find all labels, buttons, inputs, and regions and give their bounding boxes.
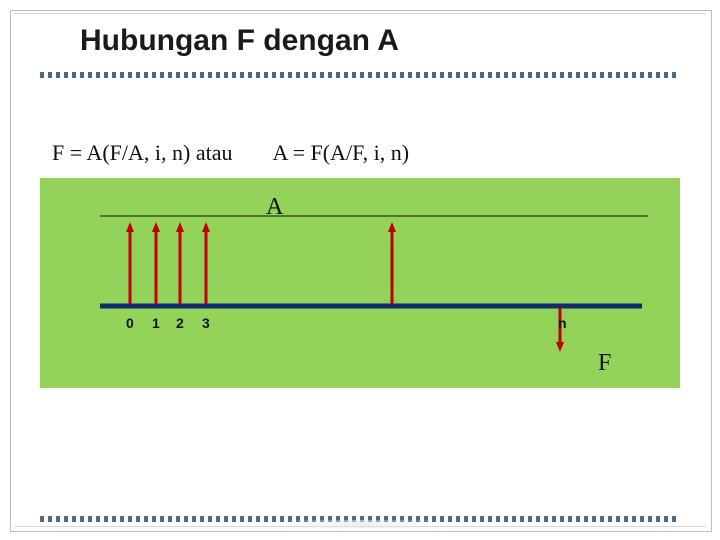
slide: Hubungan F dengan A F = A(F/A, i, n) ata… [0, 0, 720, 540]
formula-row: F = A(F/A, i, n) atau A = F(A/F, i, n) [52, 140, 409, 166]
frame-stripe-top [14, 13, 706, 14]
formula-right: A = F(A/F, i, n) [272, 140, 409, 166]
A-label: A [266, 194, 284, 220]
footer-embellish [280, 520, 440, 528]
tick-label: 0 [126, 315, 134, 331]
tick-label: 3 [202, 315, 210, 331]
tick-row-top [40, 72, 680, 78]
tick-label: n [558, 315, 567, 331]
F-label: F [598, 350, 611, 376]
diagram-background [40, 178, 680, 388]
diagram-container: A 0 12 3 n F [40, 178, 680, 388]
page-title: Hubungan F dengan A [80, 24, 399, 58]
tick-label: 2 [176, 315, 184, 331]
cashflow-diagram: A 0 12 3 n F [40, 178, 680, 388]
tick-label: 1 [152, 315, 160, 331]
formula-left: F = A(F/A, i, n) atau [52, 140, 232, 166]
